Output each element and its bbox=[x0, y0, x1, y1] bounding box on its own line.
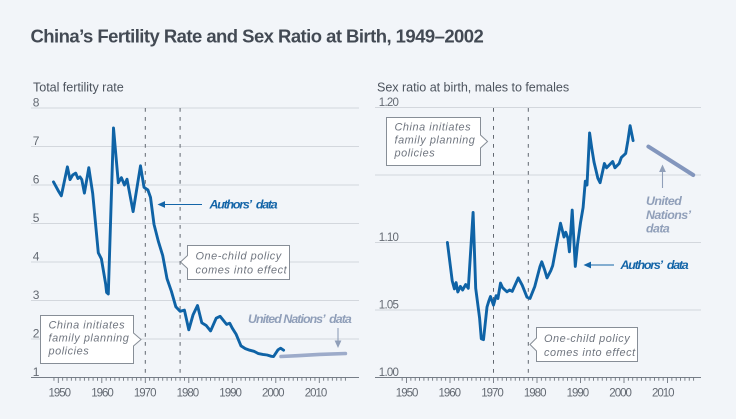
svg-text:family planning: family planning bbox=[395, 135, 476, 147]
svg-text:China initiates: China initiates bbox=[49, 320, 126, 332]
svg-text:1: 1 bbox=[33, 365, 40, 379]
svg-text:1980: 1980 bbox=[524, 387, 546, 399]
svg-text:1980: 1980 bbox=[177, 387, 199, 399]
svg-text:China initiates: China initiates bbox=[395, 122, 472, 134]
svg-text:1.10: 1.10 bbox=[379, 232, 399, 244]
svg-text:One-child policy: One-child policy bbox=[196, 251, 282, 263]
svg-text:1950: 1950 bbox=[396, 387, 418, 399]
svg-text:Nations’: Nations’ bbox=[646, 208, 692, 222]
svg-text:6: 6 bbox=[33, 173, 40, 187]
svg-text:1.00: 1.00 bbox=[379, 367, 399, 379]
svg-text:1.20: 1.20 bbox=[379, 97, 399, 109]
svg-text:comes into effect: comes into effect bbox=[196, 265, 288, 277]
svg-text:2010: 2010 bbox=[305, 387, 327, 399]
svg-text:2000: 2000 bbox=[262, 387, 284, 399]
svg-text:2000: 2000 bbox=[609, 387, 631, 399]
svg-text:One-child policy: One-child policy bbox=[544, 333, 630, 345]
svg-text:4: 4 bbox=[33, 250, 40, 264]
svg-text:Sex ratio at birth, males to f: Sex ratio at birth, males to females bbox=[377, 81, 569, 95]
svg-text:1950: 1950 bbox=[49, 387, 71, 399]
svg-text:1960: 1960 bbox=[91, 387, 113, 399]
svg-text:China’s Fertility Rate and Sex: China’s Fertility Rate and Sex Ratio at … bbox=[31, 26, 484, 47]
svg-text:comes into effect: comes into effect bbox=[544, 347, 636, 359]
svg-text:8: 8 bbox=[33, 96, 40, 110]
svg-text:2010: 2010 bbox=[652, 387, 674, 399]
svg-text:1970: 1970 bbox=[481, 387, 503, 399]
svg-text:5: 5 bbox=[33, 211, 40, 225]
svg-text:United Nations’ data: United Nations’ data bbox=[248, 312, 352, 326]
svg-text:family planning: family planning bbox=[49, 333, 130, 345]
svg-text:1970: 1970 bbox=[134, 387, 156, 399]
svg-text:1960: 1960 bbox=[439, 387, 461, 399]
svg-text:Authors’ data: Authors’ data bbox=[620, 258, 689, 272]
svg-text:1990: 1990 bbox=[219, 387, 241, 399]
svg-text:Authors’ data: Authors’ data bbox=[209, 198, 278, 212]
svg-text:2: 2 bbox=[33, 327, 40, 341]
svg-text:Total fertility rate: Total fertility rate bbox=[33, 81, 124, 95]
svg-text:1.05: 1.05 bbox=[379, 300, 399, 312]
svg-text:7: 7 bbox=[33, 134, 40, 148]
svg-text:United: United bbox=[646, 194, 682, 208]
svg-text:data: data bbox=[646, 222, 670, 236]
svg-text:1990: 1990 bbox=[567, 387, 589, 399]
svg-text:policies: policies bbox=[394, 148, 436, 160]
svg-text:policies: policies bbox=[48, 346, 90, 358]
svg-text:3: 3 bbox=[33, 288, 40, 302]
